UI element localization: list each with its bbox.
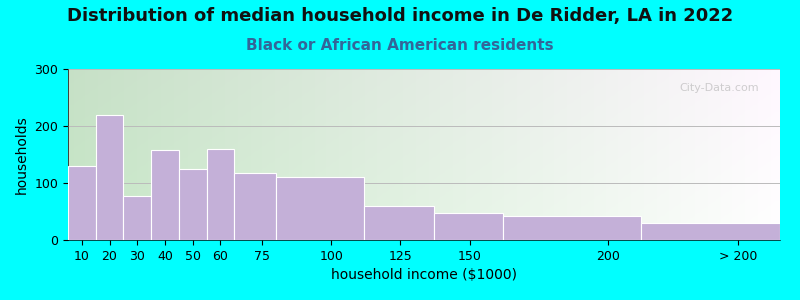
Bar	[434, 213, 503, 240]
Bar	[642, 223, 780, 240]
Bar	[151, 150, 179, 240]
Bar	[365, 206, 434, 240]
Y-axis label: households: households	[15, 115, 29, 194]
Bar	[68, 166, 96, 240]
Text: Distribution of median household income in De Ridder, LA in 2022: Distribution of median household income …	[67, 8, 733, 26]
X-axis label: household income ($1000): household income ($1000)	[331, 268, 517, 282]
Text: City-Data.com: City-Data.com	[679, 83, 758, 93]
Bar	[503, 216, 642, 240]
Bar	[206, 149, 234, 240]
Bar	[276, 177, 365, 240]
Text: Black or African American residents: Black or African American residents	[246, 38, 554, 52]
Bar	[96, 115, 123, 240]
Bar	[123, 196, 151, 240]
Bar	[179, 169, 206, 240]
Bar	[234, 173, 276, 240]
